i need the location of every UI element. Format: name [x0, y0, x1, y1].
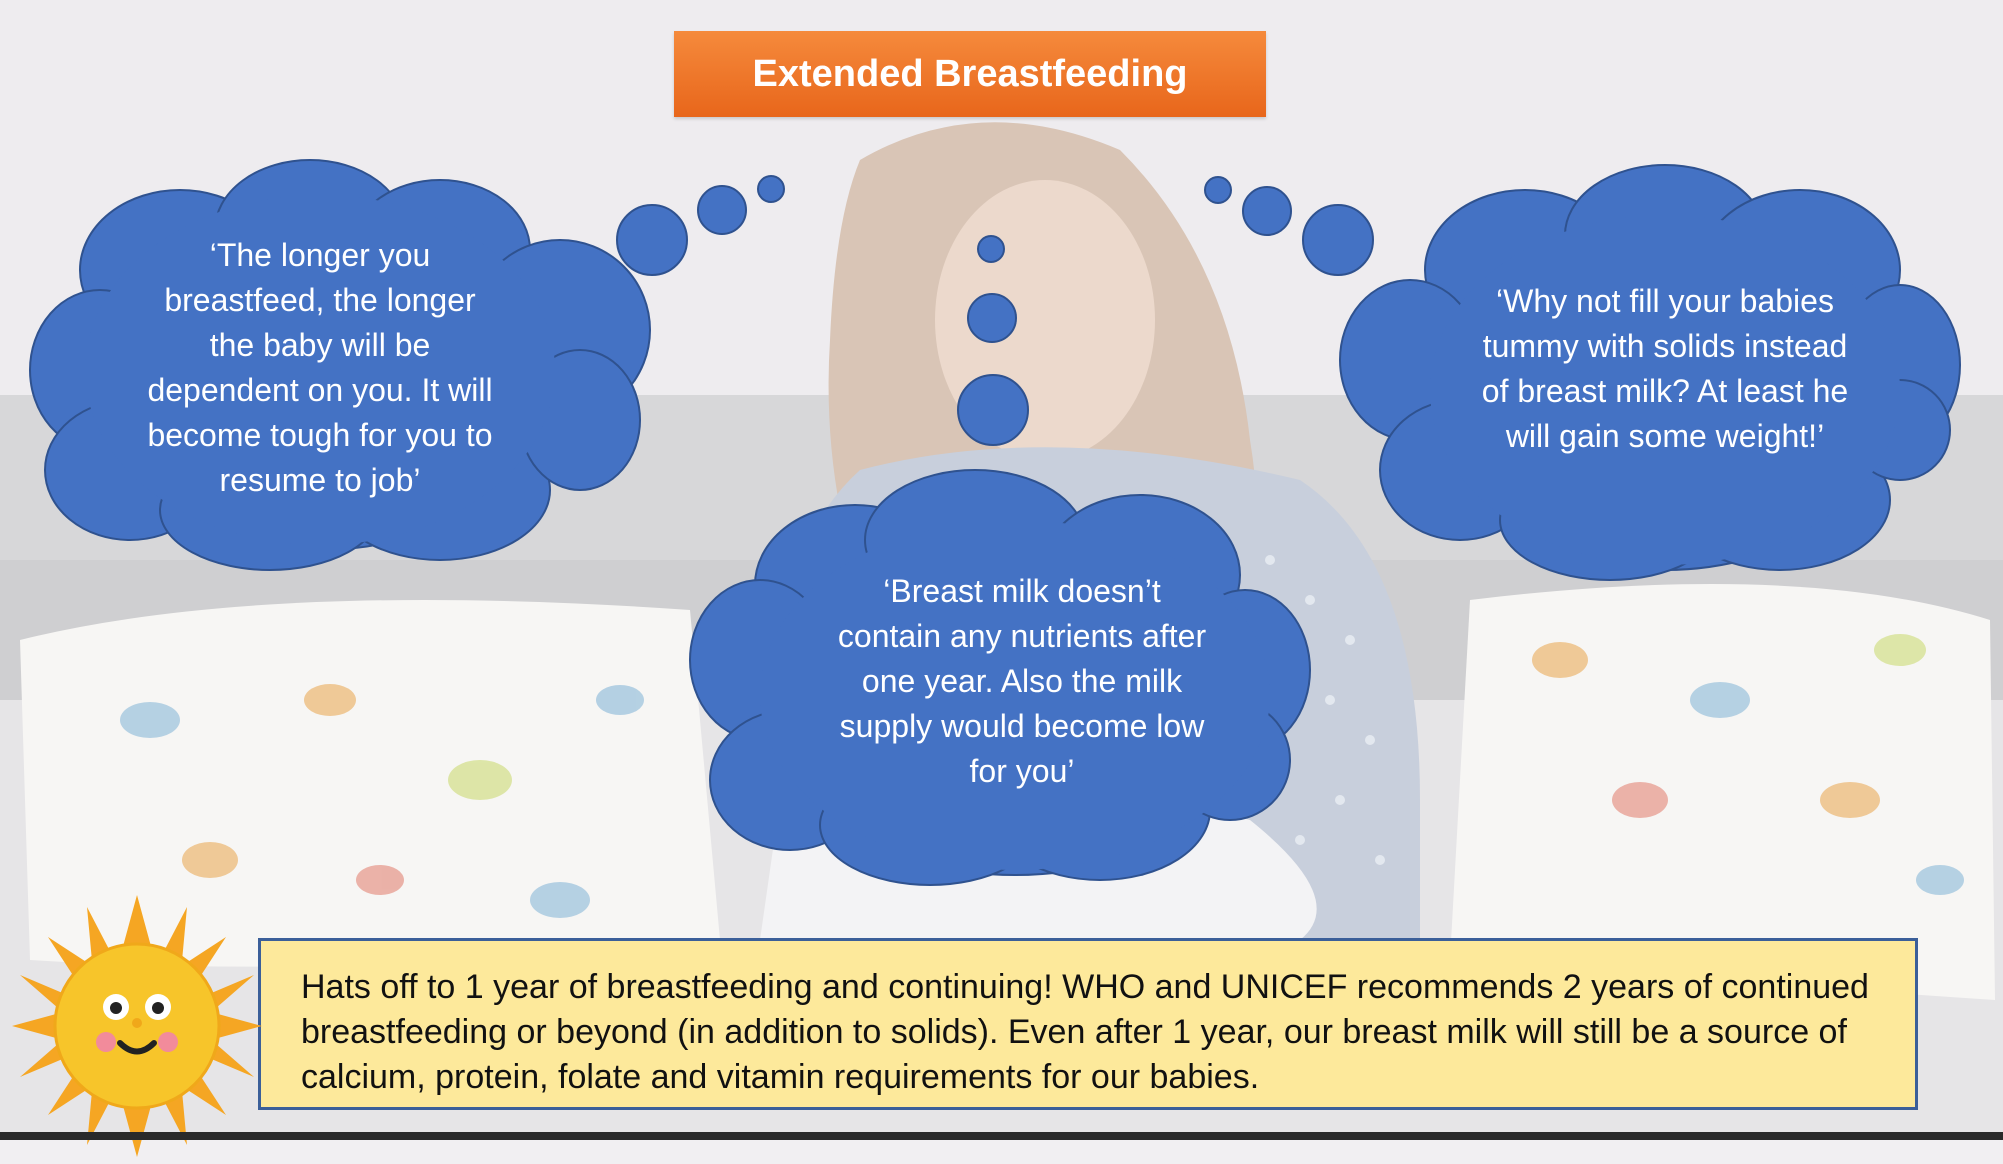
right-thought-cloud [1339, 164, 1961, 581]
center-thought-text: ‘Breast milk doesn’t contain any nutrien… [837, 572, 1207, 789]
right-thought-text: ‘Why not fill your babies tummy with sol… [1481, 283, 1849, 454]
left-thought-text: ‘The longer you breastfeed, the longer t… [147, 237, 493, 498]
info-callout: Hats off to 1 year of breastfeeding and … [258, 938, 1918, 1110]
center-thought-cloud [689, 469, 1311, 886]
left-thought-cloud [29, 159, 651, 571]
smiling-sun-icon [12, 895, 262, 1157]
page-title: Extended Breastfeeding [674, 31, 1266, 117]
bottom-edge [0, 1132, 2003, 1140]
info-text: Hats off to 1 year of breastfeeding and … [301, 968, 1869, 1096]
